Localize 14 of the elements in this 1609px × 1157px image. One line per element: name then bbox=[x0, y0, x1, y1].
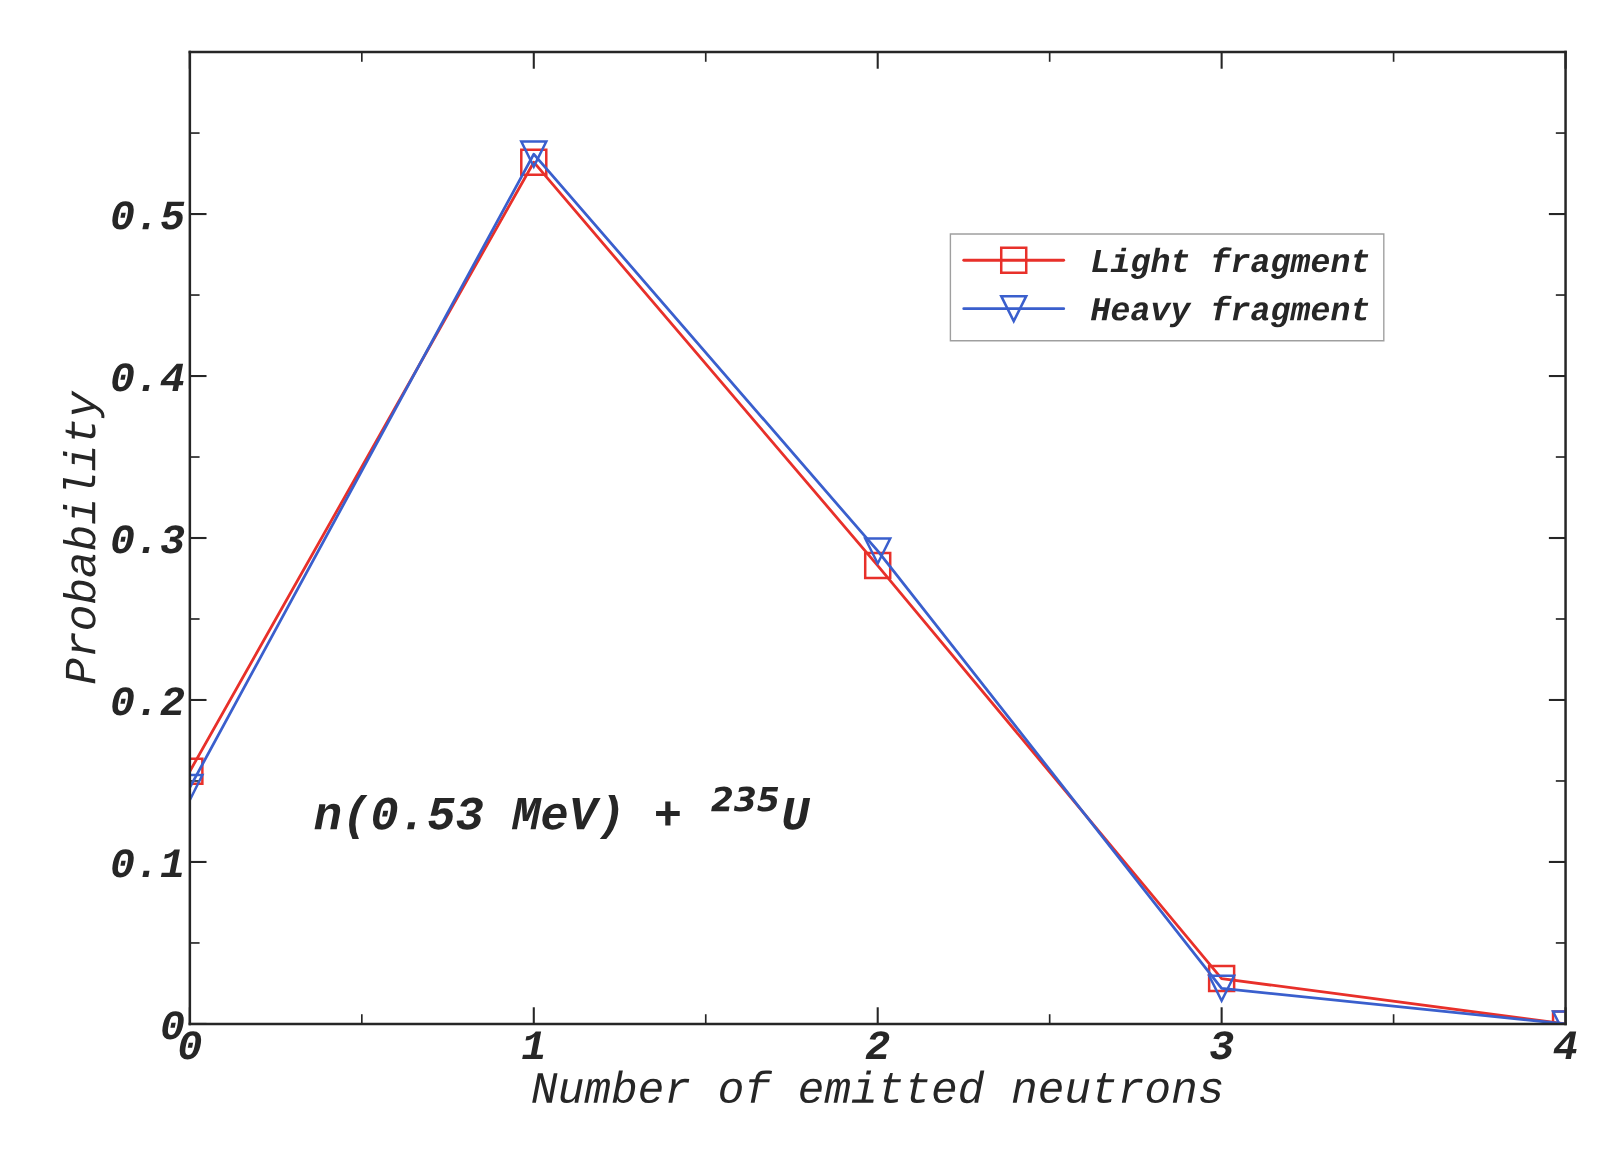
annotation: n(0.53 MeV) + $^{235}$U bbox=[314, 786, 811, 840]
x-axis-title: Number of emitted neutrons bbox=[532, 1070, 1222, 1104]
legend-label: Light fragment bbox=[1092, 247, 1369, 279]
x-tick-label: 2 bbox=[865, 1031, 890, 1059]
legend-label: Heavy fragment bbox=[1090, 295, 1369, 328]
y-axis-title: Probability bbox=[63, 390, 105, 684]
x-tick-label: 1 bbox=[522, 1031, 544, 1059]
y-tick-label: 0.2 bbox=[112, 687, 185, 716]
y-tick-label: 0.4 bbox=[112, 363, 184, 392]
x-tick-label: 4 bbox=[1553, 1031, 1577, 1059]
y-tick-label: 0.3 bbox=[112, 525, 185, 554]
y-tick-label: 0.1 bbox=[112, 849, 182, 878]
y-tick-label: 0.5 bbox=[112, 201, 185, 230]
x-tick-label: 3 bbox=[1210, 1031, 1234, 1060]
